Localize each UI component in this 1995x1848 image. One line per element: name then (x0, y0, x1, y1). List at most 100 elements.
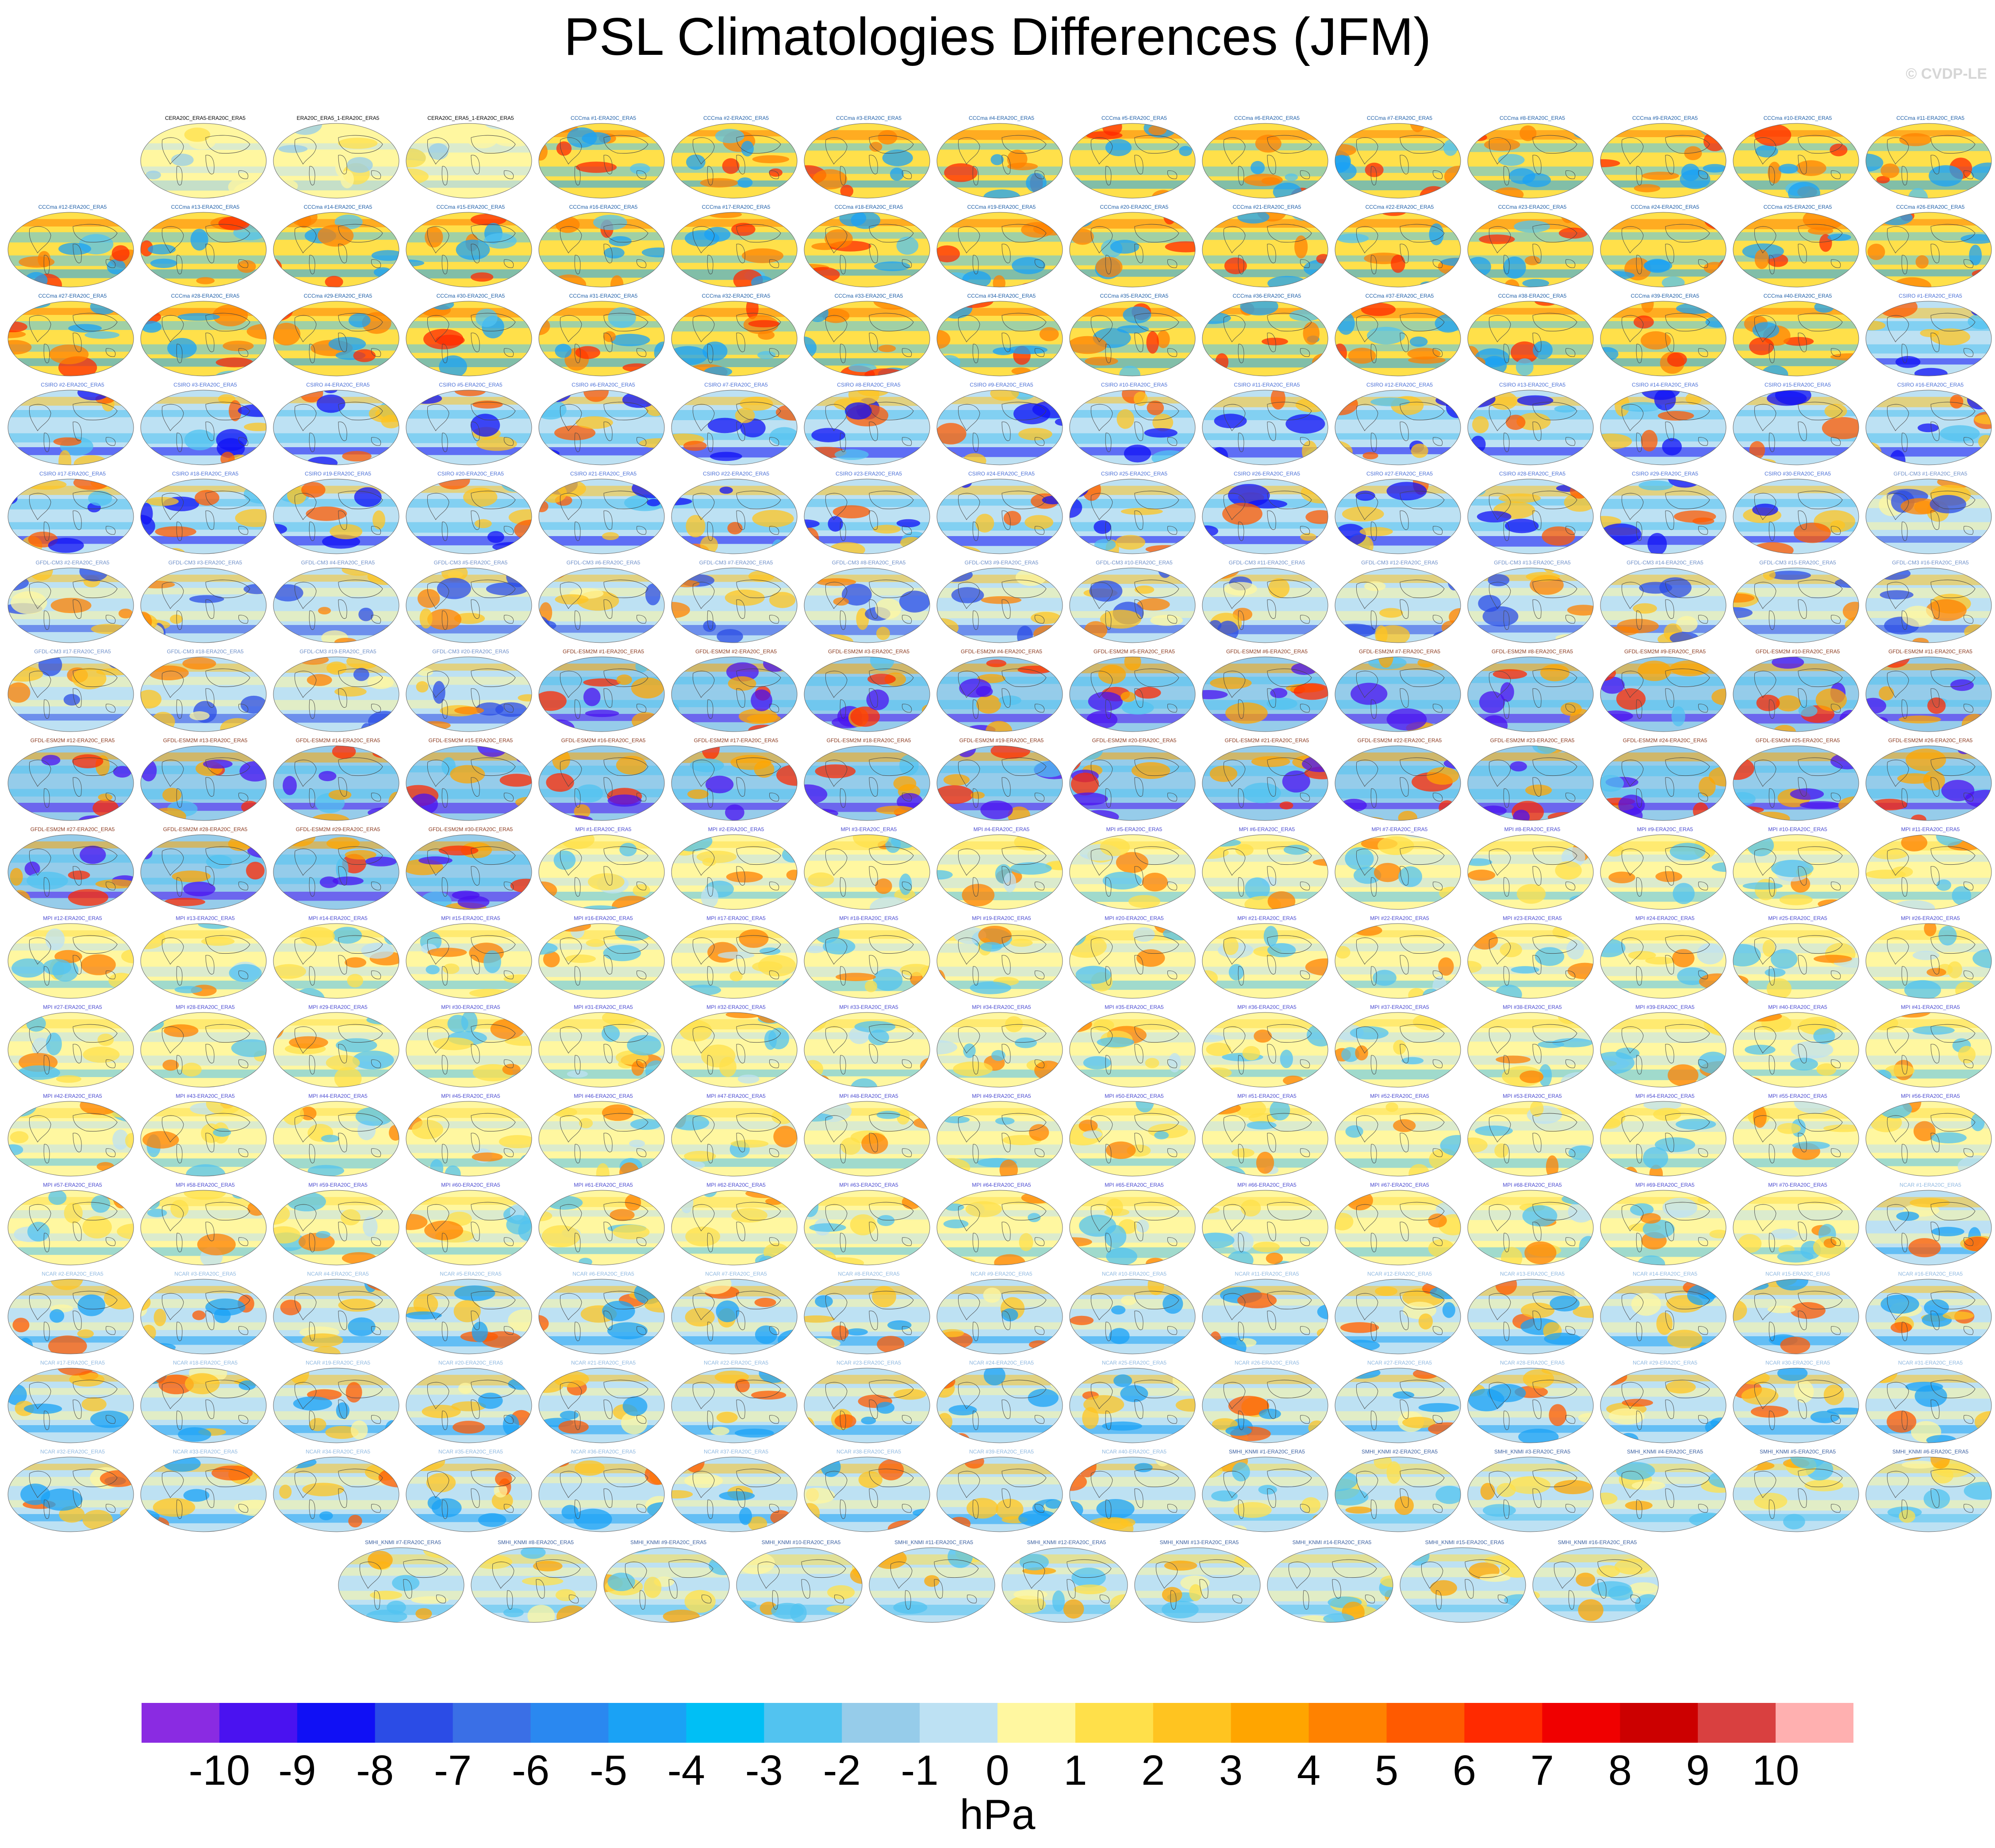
coastline (471, 224, 516, 243)
map-anomaly-blob (575, 784, 603, 803)
map-anomaly-blob (1409, 336, 1428, 347)
map-anomaly-blob (944, 163, 978, 182)
coastline (1754, 137, 1776, 165)
map-band (1070, 1197, 1195, 1206)
map-image (1600, 301, 1726, 376)
coastline (1267, 668, 1312, 687)
map-image (1467, 212, 1594, 288)
map-band (804, 1070, 930, 1077)
map-panel: GFDL-ESM2M #26-ERA20C_ERA5 (1865, 737, 1995, 826)
map-anomaly-blob (976, 694, 1001, 714)
map-anomaly-blob (1500, 682, 1514, 702)
map-anomaly-blob (1776, 695, 1801, 712)
coastline (1356, 493, 1378, 520)
map-panel-title: CERA20C_ERA5_1-ERA20C_ERA5 (427, 115, 514, 121)
coastline (1105, 699, 1112, 719)
coastline (736, 155, 745, 174)
map-panel: GFDL-CM3 #19-ERA20C_ERA5 (272, 648, 404, 737)
map-anomaly-blob (454, 1285, 495, 1301)
map-panel-title: CSIRO #22-ERA20C_ERA5 (702, 471, 770, 477)
map-anomaly-blob (641, 247, 664, 257)
coastline (692, 315, 715, 342)
coastline (1356, 582, 1378, 609)
map-border (936, 923, 1063, 999)
map-anomaly-blob (971, 791, 985, 799)
map-band (1733, 1158, 1859, 1167)
map-anomaly-blob (172, 870, 211, 882)
coastline (43, 1144, 50, 1163)
map-panel: GFDL-ESM2M #17-ERA20C_ERA5 (670, 737, 802, 826)
coastline (1901, 433, 1908, 452)
map-anomaly-blob (937, 330, 951, 349)
map-anomaly-blob (844, 402, 872, 420)
map-image (1467, 390, 1594, 465)
coastline (736, 846, 781, 865)
map-image (1865, 1012, 1992, 1088)
coastline (205, 777, 215, 797)
map-panel-title: GFDL-ESM2M #7-ERA20C_ERA5 (1358, 648, 1441, 655)
map-band (1468, 321, 1593, 328)
map-border (1069, 656, 1196, 732)
coastline (972, 521, 979, 541)
map-band (1202, 868, 1328, 878)
map-panel-title: GFDL-ESM2M #23-ERA20C_ERA5 (1490, 737, 1575, 744)
coastline (692, 937, 715, 965)
coastline (1134, 688, 1143, 708)
map-anomaly-blob (495, 702, 527, 717)
coastline (1532, 1044, 1542, 1063)
map-band (273, 157, 399, 164)
map-anomaly-blob (635, 123, 664, 131)
map-anomaly-blob (983, 1288, 1001, 1303)
coastline (73, 402, 118, 421)
map-band (1600, 246, 1726, 253)
map-anomaly-blob (899, 755, 919, 776)
coastline (603, 224, 648, 243)
map-anomaly-blob (237, 260, 256, 273)
map-band (406, 1108, 532, 1118)
map-anomaly-blob (1104, 1225, 1127, 1248)
coastline (1532, 579, 1577, 598)
coastline (1665, 333, 1674, 352)
coastline (205, 510, 215, 530)
map-anomaly-blob (1173, 657, 1195, 669)
map-anomaly-blob (88, 491, 112, 506)
map-anomaly-blob (228, 837, 253, 851)
coastline (574, 166, 581, 185)
map-anomaly-blob (1224, 257, 1247, 274)
map-anomaly-blob (1003, 872, 1017, 893)
map-image (406, 834, 532, 910)
map-panel-title: CCCma #38-ERA20C_ERA5 (1498, 293, 1567, 299)
map-border (1335, 656, 1461, 732)
coastline (441, 966, 448, 985)
coastline (736, 1222, 745, 1241)
map-image (140, 212, 267, 288)
map-band (1733, 1210, 1859, 1220)
coastline (1532, 599, 1542, 619)
map-panel: MPI #20-ERA20C_ERA5 (1068, 915, 1200, 1004)
map-panel: GFDL-ESM2M #15-ERA20C_ERA5 (405, 737, 537, 826)
map-band (671, 930, 797, 938)
map-anomaly-blob (387, 179, 399, 196)
map-anomaly-blob (148, 244, 176, 255)
coastline (176, 1322, 183, 1341)
map-border (1069, 301, 1196, 376)
map-border (1335, 390, 1461, 465)
map-anomaly-blob (1071, 228, 1094, 245)
map-anomaly-blob (1765, 968, 1786, 977)
map-anomaly-blob (1280, 1050, 1293, 1068)
map-image (1069, 834, 1196, 910)
map-anomaly-blob (1680, 169, 1711, 189)
map-image (1202, 1279, 1328, 1354)
map-panel-title: GFDL-CM3 #15-ERA20C_ERA5 (1759, 560, 1836, 566)
map-anomaly-blob (868, 1029, 889, 1046)
map-border (1600, 656, 1726, 732)
map-anomaly-blob (635, 990, 653, 998)
coastline (1238, 610, 1244, 630)
map-border (804, 1101, 930, 1177)
map-panel: GFDL-ESM2M #28-ERA20C_ERA5 (139, 826, 271, 915)
map-image (1865, 212, 1992, 288)
coastline (338, 955, 347, 974)
map-anomaly-blob (1204, 1067, 1232, 1078)
map-panel-title: MPI #48-ERA20C_ERA5 (839, 1093, 898, 1099)
coastline (1105, 521, 1112, 541)
